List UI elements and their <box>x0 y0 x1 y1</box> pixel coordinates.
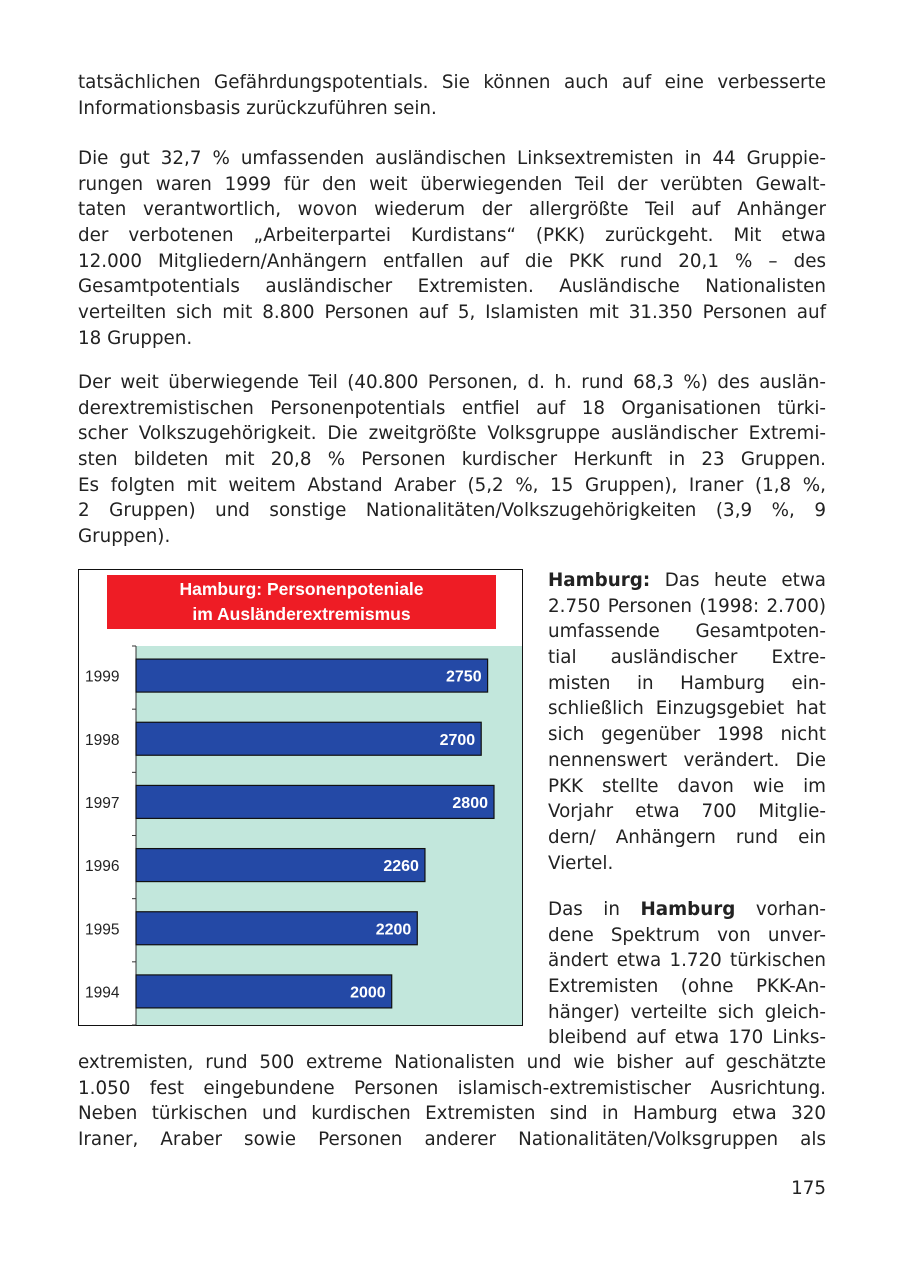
bar-1998 <box>135 721 482 756</box>
paragraph-hamburg-2: Das in Hamburg vorhan-dene Spektrum von … <box>548 897 826 1051</box>
text-line: Informationsbasis zurückzuführen sein. <box>78 97 437 119</box>
bold-text: Hamburg: <box>548 570 651 591</box>
text-line: 2.750 Personen (1998: 2.700) <box>548 595 826 617</box>
text-line: 1.050 fest eingebundene Personen islamis… <box>78 1077 826 1099</box>
text-line: Iraner, Araber sowie Personen anderer Na… <box>78 1129 826 1151</box>
paragraph-hamburg-1: Hamburg: Das heute etwa 2.750 Personen (1… <box>548 568 826 876</box>
category-label: 1999 <box>85 669 119 686</box>
text-line: taten verantwortlich, wovon wiederum der… <box>78 199 826 221</box>
text-line: der verbotenen „Arbeiterpartei Kurdistan… <box>78 225 826 247</box>
text-line: Die gut 32,7 % umfassenden ausländischen… <box>78 148 826 169</box>
text-line: misten in Hamburg ein- <box>548 672 826 694</box>
chart-plot: 2750 1999 2700 1998 2800 1997 2260 1996 2200 1995… <box>85 645 522 1026</box>
data-label: 2260 <box>383 858 419 875</box>
text-line: dene Spektrum von unver- <box>548 924 826 946</box>
paragraph-4: extremisten, rund 500 extreme Nationalis… <box>78 1050 826 1153</box>
text-line: Neben türkischen und kurdischen Extremis… <box>78 1103 826 1125</box>
category-label: 1995 <box>85 921 119 938</box>
chart-title-line-2: im Ausländerextremismus <box>192 604 411 624</box>
chart-title: Hamburg: Personenpoteniale im Ausländere… <box>107 575 496 629</box>
category-label: 1996 <box>85 858 119 875</box>
text-line: sten bildeten mit 20,8 % Personen kurdis… <box>78 449 826 471</box>
category-label: 1997 <box>85 795 119 812</box>
text: Das heute etwa <box>650 570 826 591</box>
text-line: Hamburg: Das heute etwa <box>548 568 826 594</box>
text-line: Gesamtpotentials ausländischer Extremist… <box>78 276 826 298</box>
text-line: umfassende Gesamtpoten- <box>548 621 826 643</box>
text-line: Vorjahr etwa 700 Mitglie- <box>548 801 826 823</box>
text-line: bleibend auf etwa 170 Links- <box>548 1027 826 1049</box>
text-line: Der weit überwiegende Teil (40.800 Perso… <box>78 372 826 393</box>
text-line: Extremisten (ohne PKK-An- <box>548 976 826 998</box>
text-line: hänger) verteilte sich gleich- <box>548 1001 826 1023</box>
text-line: Viertel. <box>548 852 614 874</box>
text-line: dern/ Anhängern rund ein <box>548 826 826 848</box>
text-line: tatsächlichen Gefährdungspotentials. Sie… <box>78 72 826 93</box>
text-line: derextremistischen Personenpotentials en… <box>78 397 826 419</box>
text-line: schließlich Einzugsgebiet hat <box>548 698 826 720</box>
bar-1994 <box>135 974 393 1009</box>
chart-title-line-1: Hamburg: Personenpoteniale <box>179 579 424 599</box>
text-line: sich gegenüber 1998 nicht <box>548 724 826 746</box>
text-line: 2 Gruppen) und sonstige Nationalitäten/V… <box>78 500 826 522</box>
text-line: PKK stellte davon wie im <box>548 775 826 797</box>
text: Das in <box>548 899 641 920</box>
bar-1995 <box>135 911 418 946</box>
text-line: Es folgten mit weitem Abstand Araber (5,… <box>78 474 826 496</box>
text-line: nennenswert verändert. Die <box>548 749 826 771</box>
paragraph-3: Der weit überwiegende Teil (40.800 Perso… <box>78 370 826 550</box>
text-line: extremisten, rund 500 extreme Nationalis… <box>78 1052 826 1073</box>
text-line: 18 Gruppen. <box>78 327 193 349</box>
data-label: 2750 <box>446 669 482 686</box>
text-line: scher Volkszugehörigkeit. Die zweitgrößt… <box>78 423 826 445</box>
plot-area <box>136 646 522 1025</box>
page-number: 175 <box>791 1178 826 1199</box>
text-line: ändert etwa 1.720 türkischen <box>548 950 826 972</box>
paragraph-2: Die gut 32,7 % umfassenden ausländischen… <box>78 146 826 352</box>
bold-text: Hamburg <box>640 899 736 920</box>
text-line: tial ausländischer Extre- <box>548 647 826 669</box>
data-label: 2700 <box>440 732 476 749</box>
bar-chart: Hamburg: Personenpoteniale im Ausländere… <box>78 569 523 1026</box>
text-line: verteilten sich mit 8.800 Personen auf 5… <box>78 302 826 324</box>
bar-1996 <box>135 847 426 883</box>
text-line: rungen waren 1999 für den weit überwiege… <box>78 173 826 195</box>
bar-1997 <box>135 784 495 820</box>
data-label: 2800 <box>452 795 488 812</box>
data-label: 2200 <box>376 921 412 938</box>
text: vorhan- <box>735 899 827 920</box>
text-line: 12.000 Mitgliedern/Anhängern entfallen a… <box>78 250 826 272</box>
bar-1999 <box>135 658 489 693</box>
text-line: Gruppen). <box>78 526 171 548</box>
paragraph-1: tatsächlichen Gefährdungspotentials. Sie… <box>78 70 826 121</box>
category-label: 1998 <box>85 732 119 749</box>
data-label: 2000 <box>350 984 386 1001</box>
category-label: 1994 <box>85 984 120 1001</box>
text-line: Das in Hamburg vorhan- <box>548 897 826 923</box>
